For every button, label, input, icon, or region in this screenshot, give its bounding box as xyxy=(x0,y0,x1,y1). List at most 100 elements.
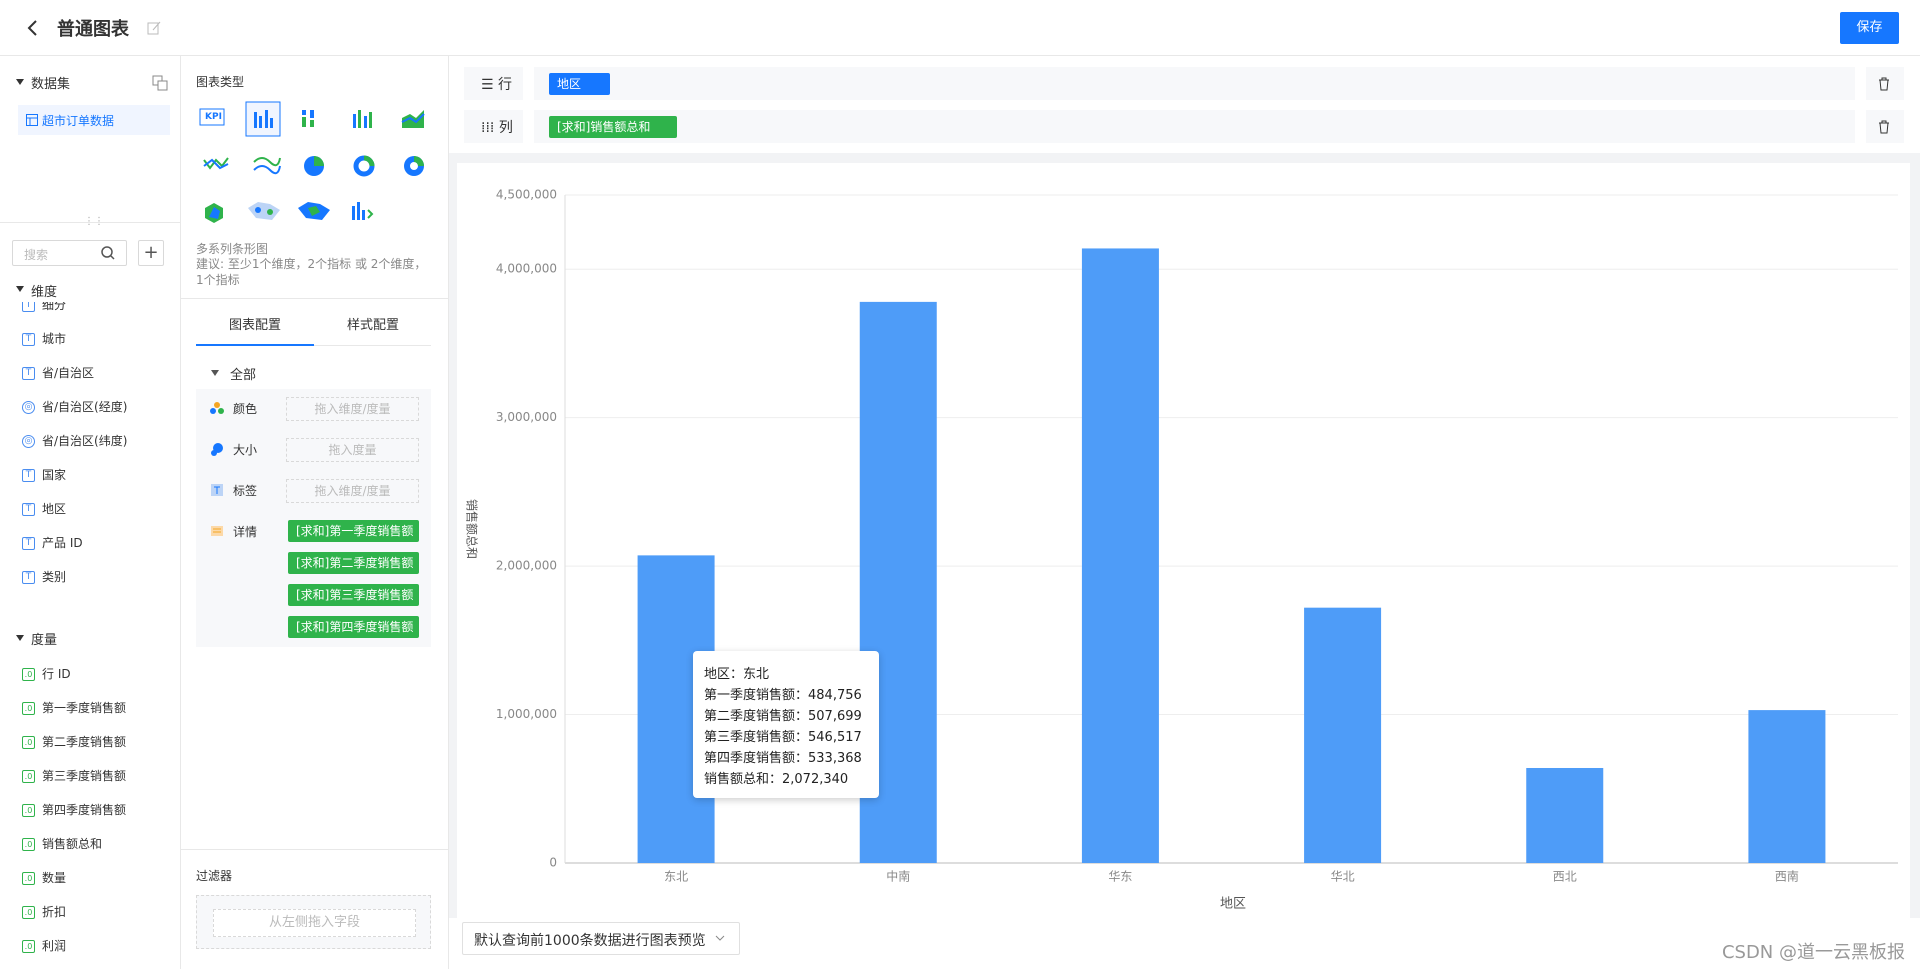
search-placeholder[interactable]: 搜索 xyxy=(24,248,49,262)
tooltip-line: 销售额总和：2,072,340 xyxy=(704,772,849,787)
column-label-box xyxy=(464,110,523,143)
measures-title: 度量 xyxy=(31,633,58,648)
dimension-field[interactable]: 省/自治区(纬度) xyxy=(42,434,128,448)
measure-field[interactable]: 数量 xyxy=(42,871,67,885)
chart-type-smooth-line[interactable] xyxy=(253,157,281,175)
detail-field-chip[interactable]: [求和]第三季度销售额 xyxy=(288,584,419,606)
collapse-arrow[interactable] xyxy=(210,368,220,378)
measure-field[interactable]: 利润 xyxy=(42,939,67,953)
measure-field[interactable]: 第四季度销售额 xyxy=(42,803,127,817)
chart-type-name: 多系列条形图 xyxy=(196,242,269,256)
back-button[interactable] xyxy=(26,18,40,38)
measure-field[interactable]: 销售额总和 xyxy=(42,837,103,851)
chart-type-bar[interactable] xyxy=(254,110,273,128)
chart-type-map-scatter[interactable] xyxy=(248,202,280,220)
measure-list: .0 行 ID .0 第一季度销售额 .0 第二季度销售额 .0 第三季度销售额 .0 第四季度销… xyxy=(0,665,180,969)
dimension-field[interactable]: 国家 xyxy=(42,468,67,482)
size-label: 大小 xyxy=(233,443,258,457)
select-arrow[interactable] xyxy=(714,932,726,944)
column-shelf[interactable] xyxy=(534,110,1855,143)
x-tick-label: 西北 xyxy=(1553,870,1577,884)
dimension-field[interactable]: 地区 xyxy=(42,502,67,516)
tab-style-config[interactable]: 样式配置 xyxy=(346,318,399,333)
detail-field-chip[interactable]: [求和]第二季度销售额 xyxy=(288,552,419,574)
chart-type-donut[interactable] xyxy=(353,155,375,177)
filter-drop-zone[interactable]: 从左侧拖入字段 xyxy=(213,909,416,937)
preview-select-text[interactable]: 默认查询前1000条数据进行图表预览 xyxy=(474,933,706,949)
text-field-icon: T xyxy=(22,469,35,482)
chart-type-line[interactable] xyxy=(203,157,229,170)
column-field-chip[interactable]: [求和]销售额总和 xyxy=(549,116,677,138)
search-icon[interactable] xyxy=(100,245,116,261)
y-tick-label: 1,000,000 xyxy=(496,707,557,721)
add-field-button[interactable]: + xyxy=(138,240,164,266)
text-field-icon: T xyxy=(22,367,35,380)
column-delete[interactable] xyxy=(1876,119,1892,135)
tooltip-line: 第二季度销售额：507,699 xyxy=(704,709,862,724)
dimension-field[interactable]: 细分 xyxy=(42,302,67,312)
dataset-switch-icon[interactable] xyxy=(152,75,168,91)
chart-type-rose[interactable] xyxy=(404,156,424,176)
row-delete[interactable] xyxy=(1876,76,1892,92)
detail-field-chip[interactable]: [求和]第一季度销售额 xyxy=(288,520,419,542)
preview-select[interactable] xyxy=(462,922,740,955)
tooltip-line: 第三季度销售额：546,517 xyxy=(704,730,862,745)
dimension-list: T 细分 T 城市 T 省/自治区 ◎ 省/自治区(经度) ◎ 省/自治区(纬度) T 国家 T 地区 T 产… xyxy=(0,302,180,602)
kpi-icon-text[interactable]: KPI xyxy=(205,112,222,122)
measure-field[interactable]: 第一季度销售额 xyxy=(42,701,127,715)
dataset-item-bg[interactable] xyxy=(18,105,170,135)
size-drop-zone[interactable]: 拖入度量 xyxy=(286,438,419,462)
chart-type-stacked[interactable] xyxy=(302,110,314,127)
color-drop-zone[interactable]: 拖入维度/度量 xyxy=(286,397,419,421)
row-shelf[interactable] xyxy=(534,67,1855,100)
chart-type-area[interactable] xyxy=(401,110,425,128)
row-field-chip[interactable]: 地区 xyxy=(549,73,610,95)
dimension-field[interactable]: 省/自治区 xyxy=(42,366,95,380)
row-label: ☰ 行 xyxy=(481,77,513,93)
collapse-arrow[interactable] xyxy=(15,77,25,87)
dimension-field[interactable]: 产品 ID xyxy=(42,536,83,550)
column-label: ⁞⁞⁞ 列 xyxy=(481,120,513,136)
chart-type-combo[interactable] xyxy=(352,202,374,220)
measure-field[interactable]: 折扣 xyxy=(42,905,67,919)
measure-field[interactable]: 第三季度销售额 xyxy=(42,769,127,783)
selected-chart-type[interactable] xyxy=(245,101,281,137)
chart-type-map[interactable] xyxy=(298,202,330,220)
dataset-name[interactable]: 超市订单数据 xyxy=(42,114,115,128)
column-delete-bg xyxy=(1866,110,1904,143)
drag-handle[interactable]: ⋮⋮ xyxy=(84,216,104,227)
collapse-arrow[interactable] xyxy=(15,284,25,294)
row-label-box xyxy=(464,67,523,100)
x-axis-title: 地区 xyxy=(1220,897,1246,912)
tag-drop-zone[interactable]: 拖入维度/度量 xyxy=(286,479,419,503)
chart-type-group-bar[interactable] xyxy=(353,110,372,128)
x-tick-label: 东北 xyxy=(664,870,688,884)
text-field-icon: T xyxy=(22,537,35,550)
bar xyxy=(1081,248,1159,863)
number-field-icon: .0 xyxy=(22,770,35,783)
text-field-icon: T xyxy=(22,302,35,312)
page-title: 普通图表 xyxy=(57,19,129,40)
number-field-icon: .0 xyxy=(22,940,35,953)
collapse-arrow[interactable] xyxy=(15,633,25,643)
search-box[interactable] xyxy=(12,240,127,266)
text-field-icon: T xyxy=(22,333,35,346)
group-title: 全部 xyxy=(230,368,257,383)
chart-type-kpi[interactable] xyxy=(199,108,225,126)
number-field-icon: .0 xyxy=(22,668,35,681)
dimension-field[interactable]: 类别 xyxy=(42,570,67,584)
measure-field[interactable]: 第二季度销售额 xyxy=(42,735,127,749)
dimension-field[interactable]: 省/自治区(经度) xyxy=(42,400,128,414)
tab-chart-config[interactable]: 图表配置 xyxy=(228,318,281,333)
tooltip-line: 地区：东北 xyxy=(704,667,770,682)
dimension-field[interactable]: 城市 xyxy=(42,332,67,346)
edit-icon[interactable] xyxy=(146,20,162,36)
save-button[interactable]: 保存 xyxy=(1840,12,1899,44)
measure-field[interactable]: 行 ID xyxy=(42,667,71,681)
left-separator xyxy=(180,55,181,969)
detail-field-chip[interactable]: [求和]第四季度销售额 xyxy=(288,616,419,638)
chart-type-radar[interactable] xyxy=(205,203,223,223)
chart-type-pie[interactable] xyxy=(304,156,324,176)
x-tick-label: 华东 xyxy=(1108,870,1132,884)
